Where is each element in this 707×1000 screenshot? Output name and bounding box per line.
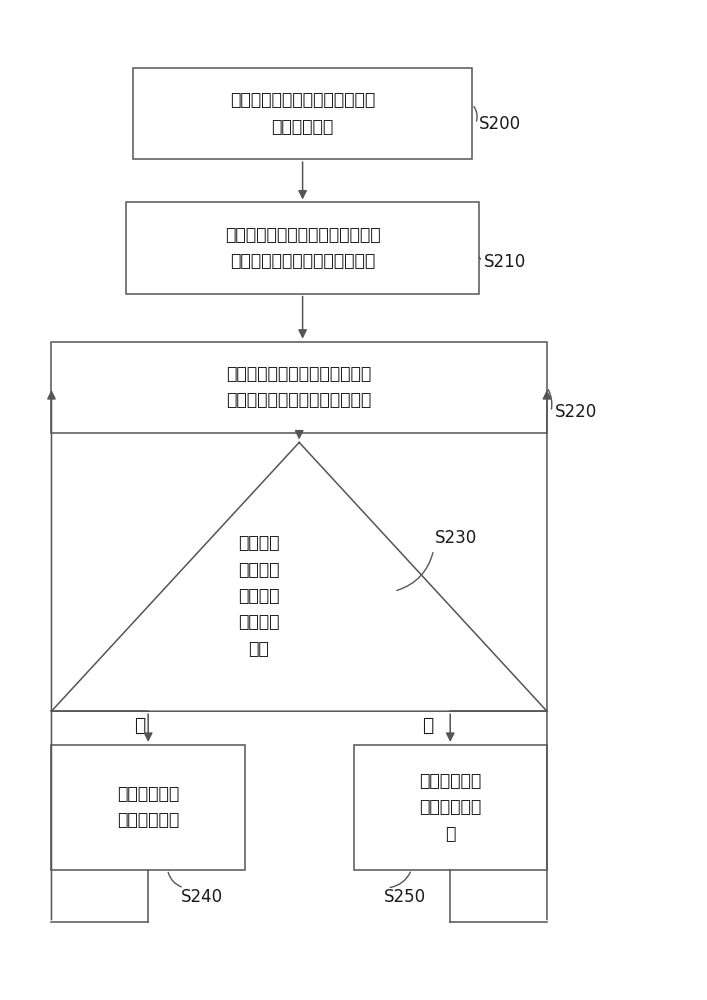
Bar (133, 68, 472, 159)
Text: S230: S230 (435, 529, 477, 547)
Text: 否: 否 (423, 716, 434, 735)
Text: 通过计步器实时采集步幅步频，
通过话筒实时采集呼吸量和频率: 通过计步器实时采集步幅步频， 通过话筒实时采集呼吸量和频率 (226, 365, 372, 409)
Text: 提示用户保持
当前呼吸频率: 提示用户保持 当前呼吸频率 (117, 785, 180, 829)
Text: 提示用户调整
呼吸或步幅步
频: 提示用户调整 呼吸或步幅步 频 (419, 772, 481, 843)
Bar (52, 745, 245, 870)
Text: 呼吸量及
呼吸频率
是否与步
幅及步频
匹配: 呼吸量及 呼吸频率 是否与步 幅及步频 匹配 (238, 534, 279, 658)
Text: S240: S240 (180, 888, 223, 906)
Text: 是: 是 (134, 716, 146, 735)
Text: S250: S250 (384, 888, 426, 906)
Text: 连接好耳机与手机，并使手机的计
步器和耳机的话筒处于工作状态: 连接好耳机与手机，并使手机的计 步器和耳机的话筒处于工作状态 (225, 226, 380, 270)
Text: 用户固定好耳机上的话筒并使之
尽量靠近口鼻: 用户固定好耳机上的话筒并使之 尽量靠近口鼻 (230, 91, 375, 136)
Text: S200: S200 (479, 115, 521, 133)
Bar (354, 745, 547, 870)
Bar (126, 202, 479, 294)
Text: S210: S210 (484, 253, 526, 271)
Text: S220: S220 (554, 403, 597, 421)
Bar (52, 342, 547, 433)
